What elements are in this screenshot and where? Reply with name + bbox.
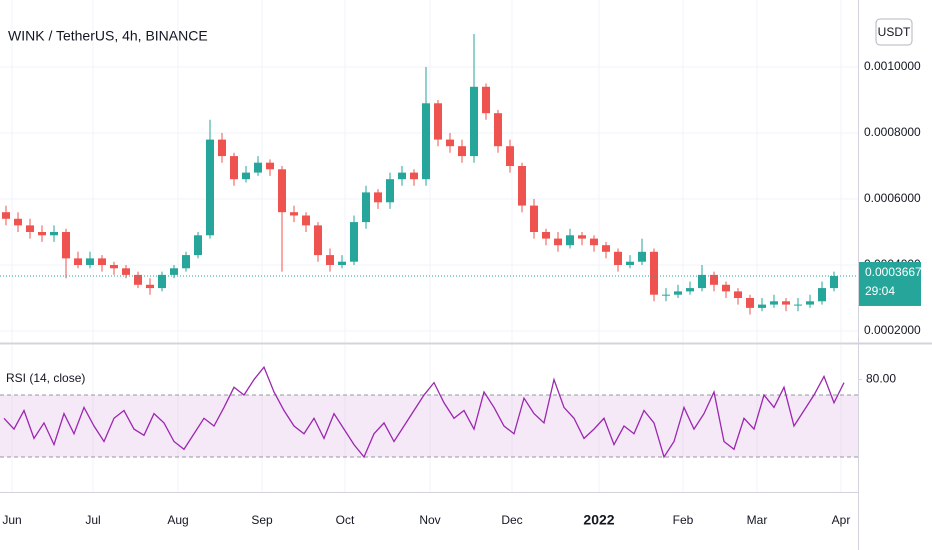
- candle-body: [242, 172, 250, 180]
- candle-body: [410, 172, 418, 180]
- candle-body: [50, 231, 58, 236]
- candle-body: [170, 268, 178, 275]
- candle-body: [278, 169, 286, 213]
- candle-body: [86, 258, 94, 265]
- candle-body: [794, 304, 802, 306]
- candle-body: [614, 251, 622, 265]
- candle-body: [326, 255, 334, 265]
- candle-body: [338, 261, 346, 265]
- candle-body: [374, 192, 382, 203]
- y-tick-label: 0.0006000: [864, 191, 921, 205]
- candle-body: [662, 294, 670, 296]
- candle-body: [698, 274, 706, 289]
- candle-body: [434, 103, 442, 140]
- candle-body: [722, 284, 730, 292]
- candle-body: [734, 291, 742, 298]
- x-tick-label: Jul: [85, 513, 100, 527]
- candle-body: [638, 251, 646, 262]
- y-tick-label: 0.0010000: [864, 59, 921, 73]
- x-tick-label: Sep: [251, 513, 273, 527]
- currency-button[interactable]: [875, 18, 913, 46]
- candle-body: [14, 218, 22, 226]
- candle-body: [110, 264, 118, 269]
- candle-body: [74, 258, 82, 265]
- candle-body: [770, 301, 778, 305]
- candle-body: [2, 212, 10, 219]
- candle-body: [290, 212, 298, 216]
- rsi-band-fill: [0, 395, 858, 457]
- candle-body: [230, 156, 238, 180]
- candle-body: [674, 291, 682, 295]
- y-tick-label: 0.0008000: [864, 125, 921, 139]
- x-tick-label: Apr: [832, 513, 851, 527]
- candle-body: [830, 275, 838, 289]
- candle-body: [578, 235, 586, 239]
- candle-body: [806, 301, 814, 305]
- x-tick-label: Aug: [167, 513, 188, 527]
- candle-body: [446, 139, 454, 147]
- candle-body: [38, 231, 46, 236]
- x-tick-label: Mar: [747, 513, 768, 527]
- candle-body: [758, 304, 766, 308]
- candle-body: [158, 274, 166, 289]
- last-price-label: 0.0003667: [865, 265, 922, 279]
- candle-body: [506, 146, 514, 166]
- candle-body: [350, 222, 358, 262]
- candle-body: [122, 268, 130, 275]
- x-tick-label: Jun: [2, 513, 21, 527]
- candle-body: [26, 225, 34, 232]
- candle-body: [518, 165, 526, 206]
- candle-body: [254, 162, 262, 173]
- candle-body: [818, 288, 826, 302]
- x-tick-label: Oct: [336, 513, 355, 527]
- candle-body: [302, 215, 310, 226]
- candle-body: [626, 261, 634, 265]
- candle-body: [566, 235, 574, 246]
- rsi-line: [3, 365, 845, 459]
- chart-title: WINK / TetherUS, 4h, BINANCE: [8, 28, 208, 44]
- candle-body: [554, 238, 562, 246]
- candle-body: [530, 205, 538, 232]
- candle-body: [746, 297, 754, 308]
- candle-body: [482, 86, 490, 114]
- candle-body: [458, 146, 466, 157]
- candle-body: [710, 274, 718, 285]
- candle-body: [182, 255, 190, 269]
- candle-body: [266, 162, 274, 170]
- candle-body: [98, 258, 106, 265]
- candle-body: [134, 274, 142, 285]
- y-tick-label: 0.0002000: [864, 323, 921, 337]
- rsi-title: RSI (14, close): [6, 371, 85, 385]
- candle-body: [782, 301, 790, 305]
- currency-button-label[interactable]: USDT: [878, 25, 911, 39]
- candle-body: [590, 238, 598, 246]
- candle-body: [494, 113, 502, 147]
- candle-body: [62, 231, 70, 259]
- y-tick-label: 80.00: [866, 372, 896, 386]
- x-tick-label: Feb: [673, 513, 694, 527]
- x-tick-label: 2022: [583, 512, 614, 528]
- candle-body: [194, 235, 202, 256]
- candle-body: [602, 245, 610, 252]
- candle-body: [314, 225, 322, 256]
- candle-body: [542, 231, 550, 239]
- candle-body: [362, 192, 370, 223]
- last-price-box: [859, 261, 921, 306]
- x-tick-label: Nov: [419, 513, 440, 527]
- candle-body: [422, 103, 430, 180]
- candle-body: [146, 284, 154, 289]
- candle-body: [686, 288, 694, 292]
- candle-body: [218, 139, 226, 157]
- candle-body: [206, 139, 214, 236]
- countdown: 29:04: [865, 284, 895, 298]
- x-tick-label: Dec: [501, 513, 522, 527]
- candle-body: [398, 172, 406, 180]
- candle-body: [470, 86, 478, 157]
- candle-body: [386, 179, 394, 203]
- candle-body: [650, 251, 658, 295]
